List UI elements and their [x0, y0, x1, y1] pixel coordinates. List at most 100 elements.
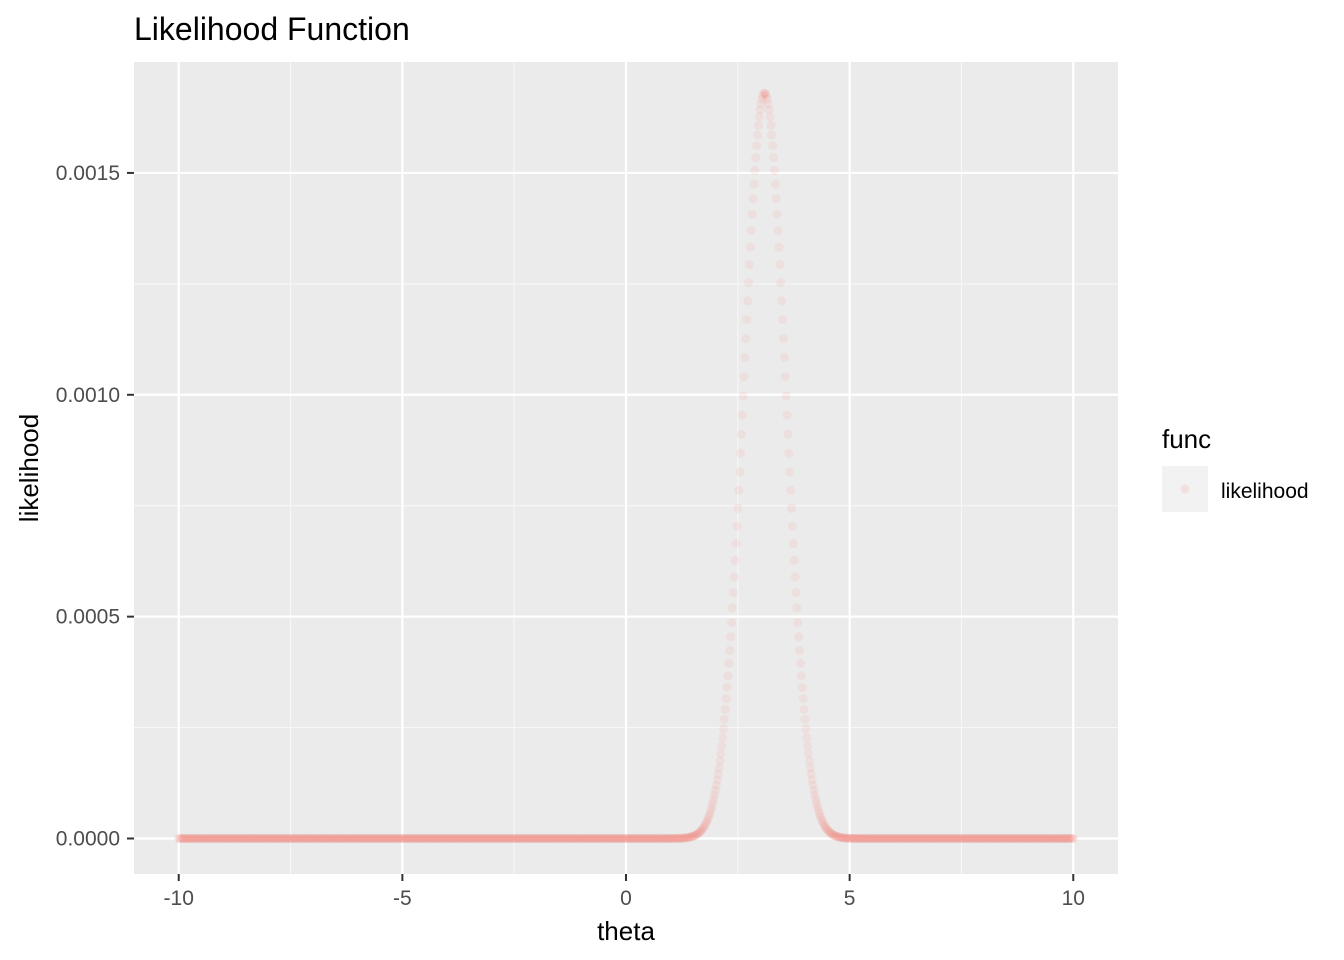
data-point	[206, 834, 216, 843]
data-point	[739, 372, 749, 382]
data-point	[450, 834, 460, 843]
data-point	[464, 834, 474, 843]
data-point	[1003, 834, 1013, 843]
data-point	[895, 834, 905, 843]
data-point	[196, 834, 206, 843]
data-point	[277, 834, 287, 843]
data-point	[1048, 834, 1058, 843]
data-point	[650, 834, 660, 843]
data-point	[509, 834, 519, 843]
data-point	[282, 834, 292, 843]
data-point	[879, 834, 889, 843]
data-point	[704, 811, 714, 821]
data-point	[382, 834, 392, 843]
data-point	[990, 834, 1000, 843]
data-point	[744, 278, 754, 288]
data-point	[776, 278, 786, 288]
data-point	[863, 834, 873, 843]
data-point	[420, 834, 430, 843]
data-point	[1053, 834, 1063, 843]
data-point	[918, 834, 928, 843]
data-point	[213, 834, 223, 843]
data-point	[258, 834, 268, 843]
data-point	[625, 834, 635, 843]
data-point	[234, 834, 244, 843]
data-point	[359, 834, 369, 843]
data-point	[434, 834, 444, 843]
data-point	[837, 833, 847, 843]
data-point	[332, 834, 342, 843]
data-point	[856, 833, 866, 843]
data-point	[256, 834, 266, 843]
data-point	[184, 834, 194, 843]
data-point	[659, 833, 669, 843]
data-point	[386, 834, 396, 843]
data-point	[345, 834, 355, 843]
data-point	[218, 834, 228, 843]
data-point	[240, 834, 250, 843]
data-point	[447, 834, 457, 843]
data-point	[300, 834, 310, 843]
data-point	[608, 834, 618, 843]
data-point	[181, 834, 191, 843]
data-point	[1058, 834, 1068, 843]
data-point	[481, 834, 491, 843]
data-point	[637, 834, 647, 843]
data-point	[844, 833, 854, 843]
data-point	[303, 834, 313, 843]
data-point	[474, 834, 484, 843]
data-point	[236, 834, 246, 843]
data-point	[269, 834, 279, 843]
data-point	[460, 834, 470, 843]
data-point	[587, 834, 597, 843]
data-point	[738, 391, 748, 401]
data-point	[376, 834, 386, 843]
data-point	[303, 834, 313, 843]
data-point	[1017, 834, 1027, 843]
data-point	[988, 834, 998, 843]
data-point	[633, 834, 643, 843]
data-point	[838, 833, 848, 843]
data-point	[764, 105, 774, 115]
data-point	[727, 618, 737, 628]
data-point	[406, 834, 416, 843]
data-point	[578, 834, 588, 843]
data-point	[373, 834, 383, 843]
data-point	[806, 769, 816, 779]
data-point	[343, 834, 353, 843]
data-point	[364, 834, 374, 843]
data-point	[478, 834, 488, 843]
data-point	[689, 831, 699, 841]
data-point	[425, 834, 435, 843]
data-point	[402, 834, 412, 843]
data-point	[617, 834, 627, 843]
data-point	[230, 834, 240, 843]
data-point	[479, 834, 489, 843]
data-point	[659, 834, 669, 843]
data-point	[490, 834, 500, 843]
data-point	[183, 834, 193, 843]
data-point	[186, 834, 196, 843]
data-point	[813, 805, 823, 815]
data-point	[1000, 834, 1010, 843]
data-point	[1034, 834, 1044, 843]
data-point	[530, 834, 540, 843]
data-point	[601, 834, 611, 843]
data-point	[758, 91, 768, 101]
data-point	[188, 834, 198, 843]
data-point	[972, 834, 982, 843]
data-point	[825, 828, 835, 838]
data-point	[414, 834, 424, 843]
data-point	[387, 834, 397, 843]
data-point	[807, 775, 817, 785]
data-point	[871, 834, 881, 843]
data-point	[535, 834, 545, 843]
data-point	[998, 834, 1008, 843]
data-point	[1054, 834, 1064, 843]
data-point	[1043, 834, 1053, 843]
data-point	[1049, 834, 1059, 843]
data-point	[854, 833, 864, 843]
data-point	[484, 834, 494, 843]
data-point	[860, 833, 870, 843]
data-point	[198, 834, 208, 843]
